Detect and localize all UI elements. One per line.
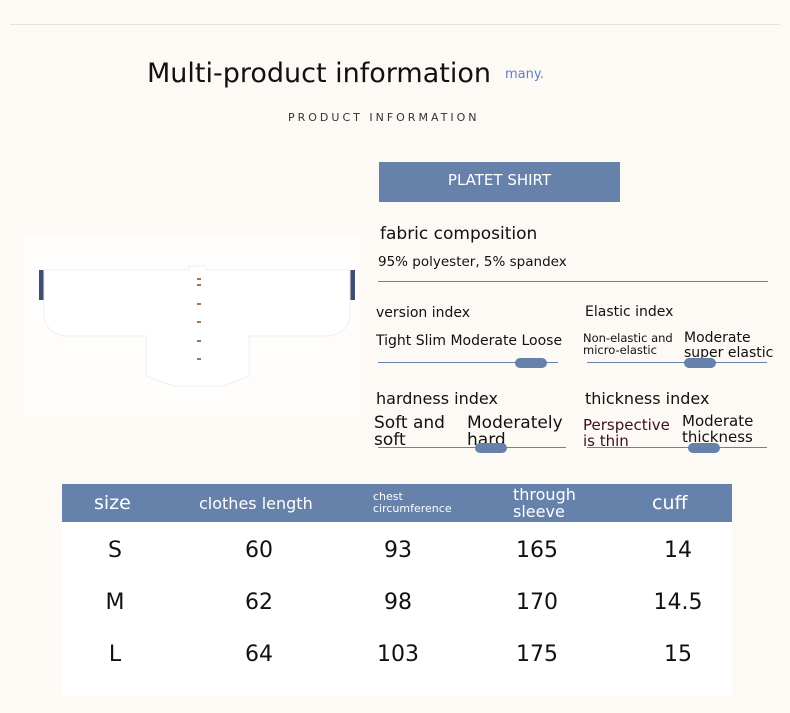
- table-cell: 103: [377, 642, 419, 667]
- fabric-value: 95% polyester, 5% spandex: [378, 254, 567, 270]
- hardness-slider: [378, 443, 566, 453]
- column-header: clothes length: [199, 493, 313, 513]
- divider: [10, 24, 780, 25]
- table-cell: S: [108, 538, 122, 563]
- size-table: size clothes length chest circumference …: [62, 484, 732, 696]
- table-cell: 175: [516, 642, 558, 667]
- table-cell: 98: [384, 590, 412, 615]
- hardness-option-a: Soft and soft: [374, 413, 445, 450]
- version-index-title: version index: [376, 305, 471, 321]
- title-suffix: many.: [505, 67, 544, 82]
- divider: [378, 281, 768, 282]
- elastic-index-title: Elastic index: [585, 304, 674, 320]
- table-cell: 15: [664, 642, 692, 667]
- elastic-option-a: Non-elastic and micro-elastic: [583, 331, 673, 357]
- table-cell: 93: [384, 538, 412, 563]
- column-header: size: [94, 492, 131, 514]
- table-cell: 14: [664, 538, 692, 563]
- thickness-option-a: Perspective is thin: [583, 416, 670, 450]
- column-header: chest circumference: [373, 490, 452, 515]
- version-options: Tight Slim Moderate Loose: [376, 333, 563, 349]
- version-slider: [378, 358, 558, 368]
- thickness-option-b: Moderate thickness: [682, 412, 754, 446]
- table-cell: 62: [245, 590, 273, 615]
- elastic-option-b: Moderate super elastic: [684, 330, 774, 361]
- slider-thumb: [684, 358, 717, 368]
- column-header: cuff: [652, 492, 688, 514]
- table-header: size clothes length chest circumference …: [62, 484, 732, 522]
- table-cell: 165: [516, 538, 558, 563]
- page-title: Multi-product information: [147, 58, 491, 89]
- table-cell: 64: [245, 642, 273, 667]
- table-cell: M: [105, 590, 125, 615]
- hardness-index-title: hardness index: [376, 389, 498, 408]
- page-subtitle: PRODUCT INFORMATION: [288, 111, 480, 124]
- product-image: [24, 236, 360, 416]
- elastic-slider: [587, 358, 767, 368]
- table-cell: 60: [245, 538, 273, 563]
- column-header: through sleeve: [513, 485, 576, 521]
- slider-thumb: [688, 443, 720, 453]
- thickness-index-title: thickness index: [585, 389, 710, 408]
- table-cell: 14.5: [653, 590, 703, 615]
- white-shirt-image: [39, 265, 355, 387]
- slider-thumb: [515, 358, 547, 368]
- table-cell: 170: [516, 590, 558, 615]
- thickness-slider: [587, 443, 767, 453]
- slider-thumb: [474, 443, 507, 453]
- product-name-bar: PLATET SHIRT: [379, 162, 620, 202]
- table-cell: L: [108, 642, 122, 667]
- fabric-label: fabric composition: [380, 224, 538, 244]
